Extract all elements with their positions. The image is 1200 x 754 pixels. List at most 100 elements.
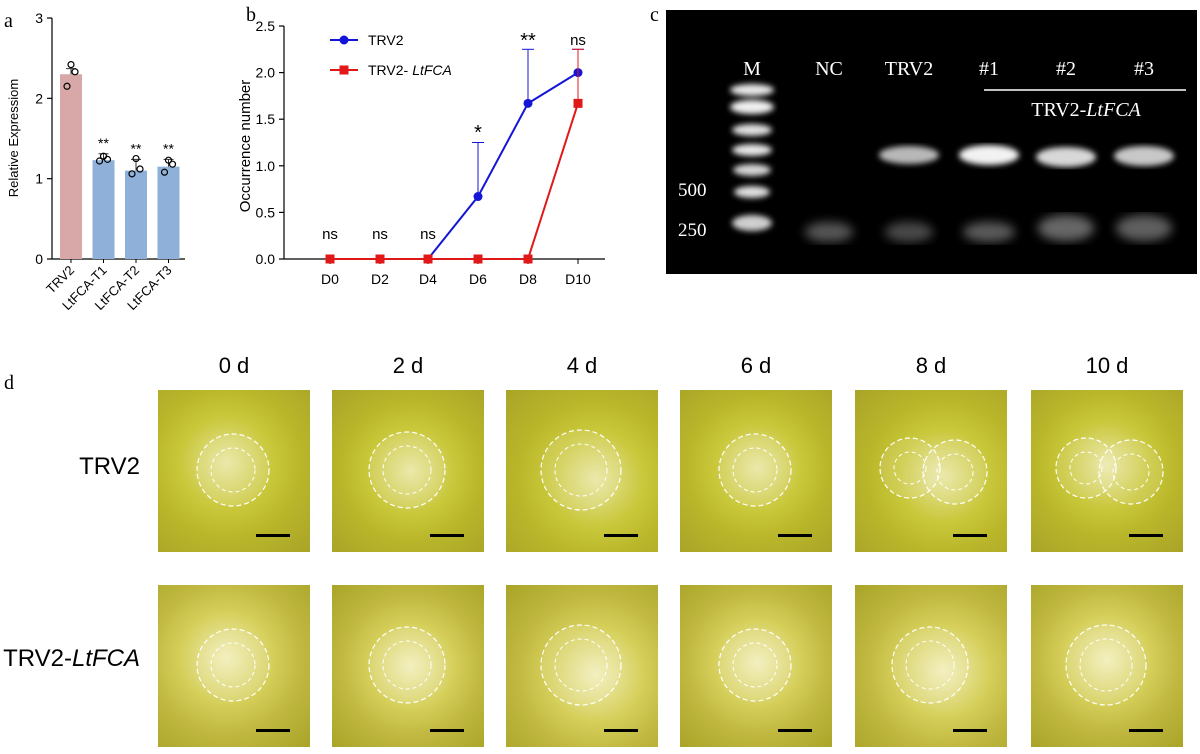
dashed-circle — [540, 624, 622, 706]
bar-ltfca-t3 — [157, 166, 180, 259]
micrograph-trv2-ltfca-4 — [855, 585, 1007, 747]
data-point — [71, 68, 79, 76]
legend-label-trv2: TRV2 — [368, 32, 404, 48]
micrograph-trv2-ltfca-1 — [332, 585, 484, 747]
significance-label: * — [474, 122, 482, 144]
scale-bar — [256, 534, 290, 537]
y-tick-label: 3 — [35, 10, 43, 26]
data-point — [164, 156, 173, 164]
dashed-circle-inner — [732, 447, 778, 493]
series-line-0 — [330, 71, 579, 260]
y-tick-label: 2 — [35, 90, 43, 106]
dashed-circle — [368, 431, 446, 509]
lane-label: #2 — [1056, 58, 1076, 80]
micrograph-trv2-ltfca-2 — [506, 585, 658, 747]
micrograph-trv2-3 — [680, 390, 832, 552]
significance-label: ** — [520, 30, 536, 52]
row-label-trv2-ltfca: TRV2-LtFCA — [3, 645, 140, 672]
dashed-circle-overlay — [196, 628, 270, 702]
micrograph-trv2-4 — [855, 390, 1007, 552]
scale-bar — [1129, 534, 1163, 537]
y-tick-label: 1 — [35, 171, 43, 187]
dashed-circle-inner — [936, 453, 974, 491]
dashed-circle-overlay — [891, 626, 969, 704]
y-tick-label: 1.5 — [256, 111, 276, 127]
dashed-circle-inner — [554, 638, 608, 692]
dashed-circle-inner — [554, 443, 608, 497]
data-point — [95, 157, 104, 165]
micrograph-trv2-ltfca-0 — [158, 585, 310, 747]
legend: TRV2 TRV2- LtFCA — [330, 32, 452, 78]
scale-bar — [430, 729, 464, 732]
scale-bar — [953, 729, 987, 732]
scale-bar — [430, 534, 464, 537]
data-point-fca — [523, 254, 533, 264]
scale-bar — [604, 534, 638, 537]
data-point-fca — [325, 254, 335, 264]
micrograph-trv2-1 — [332, 390, 484, 552]
dashed-circle-inner — [210, 642, 256, 688]
panel-c-letter: c — [650, 4, 659, 26]
lower-bands — [805, 215, 1172, 242]
y-tick-label: 2.5 — [256, 18, 276, 34]
legend-marker-trv2 — [339, 35, 349, 45]
dashed-circle — [196, 628, 270, 702]
data-point — [132, 154, 140, 163]
dashed-circle-overlay — [1055, 437, 1164, 505]
dashed-circle-inner — [382, 445, 432, 495]
dashed-circle-inner — [1079, 638, 1133, 692]
scale-bar — [256, 729, 290, 732]
data-point-fca — [573, 98, 583, 108]
dashed-circle — [1065, 624, 1147, 706]
dashed-circle-inner — [210, 447, 256, 493]
dashed-circle — [891, 626, 969, 704]
lane-label: #3 — [1134, 58, 1154, 80]
data-point-fca — [473, 254, 483, 264]
x-tick-label: D4 — [419, 271, 437, 287]
micrograph-trv2-ltfca-3 — [680, 585, 832, 747]
dashed-circle — [922, 439, 988, 505]
dashed-circle — [196, 433, 270, 507]
dashed-circle-overlay — [540, 624, 622, 706]
marker-500-label: 500 — [678, 180, 707, 201]
panel-d-letter: d — [4, 372, 14, 394]
micrograph-trv2-ltfca-5 — [1031, 585, 1183, 747]
dashed-circle-overlay — [368, 626, 446, 704]
bar-ltfca-t2 — [125, 170, 147, 259]
dashed-circle-overlay — [368, 431, 446, 509]
dashed-circle-overlay — [718, 433, 792, 507]
y-tick-label: 1.0 — [256, 158, 276, 174]
lane-label: NC — [815, 58, 843, 80]
row-label-trv2: TRV2 — [79, 453, 140, 480]
x-tick-label: D10 — [565, 271, 591, 287]
x-tick-label: D6 — [469, 271, 487, 287]
scale-bar — [1129, 729, 1163, 732]
scale-bar — [953, 534, 987, 537]
dashed-circle — [718, 433, 792, 507]
y-axis-label: Relative Expressiom — [6, 79, 21, 198]
significance-label: ** — [131, 140, 142, 156]
data-point — [67, 60, 75, 69]
micrograph-trv2-5 — [1031, 390, 1183, 552]
series-line-1 — [330, 103, 579, 260]
dashed-circle-overlay — [196, 433, 270, 507]
significance-label: ** — [163, 140, 174, 156]
dashed-circle — [540, 429, 622, 511]
dashed-circle-inner — [893, 451, 927, 485]
day-label: 0 d — [218, 353, 250, 378]
gel-group-label: TRV2-LtFCA — [1031, 99, 1141, 121]
data-point-trv2 — [473, 192, 483, 202]
micrograph-trv2-0 — [158, 390, 310, 552]
line-chart-occurrence: 0.00.51.01.52.02.5D0 D2 D4 D6 D8 D10 ns ns ns**… — [237, 18, 605, 287]
dashed-circle-inner — [382, 640, 432, 690]
day-label: 10 d — [1085, 353, 1129, 378]
legend-label-fca: TRV2- LtFCA — [368, 62, 452, 78]
scale-bar — [778, 729, 812, 732]
lane-label: M — [743, 58, 761, 80]
data-point — [99, 152, 108, 160]
dashed-circle-overlay — [718, 628, 792, 702]
bar-ltfca-t1 — [92, 160, 115, 259]
dashed-circle — [368, 626, 446, 704]
significance-label: ns — [570, 32, 586, 49]
